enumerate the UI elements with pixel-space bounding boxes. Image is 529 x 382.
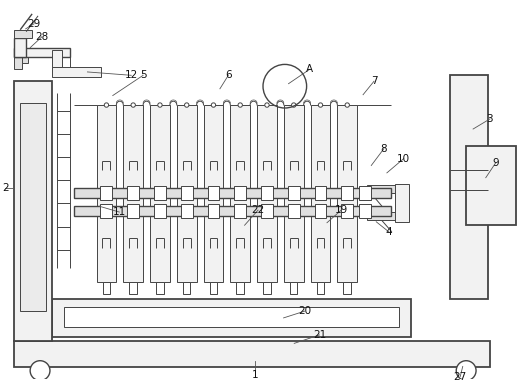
Bar <box>359 186 371 200</box>
Bar <box>207 204 220 218</box>
Bar <box>263 282 271 294</box>
Text: 22: 22 <box>251 205 264 215</box>
Text: 12: 12 <box>125 70 138 80</box>
Bar <box>311 105 331 282</box>
Bar <box>234 204 246 218</box>
Bar <box>257 105 277 282</box>
Bar <box>20 103 46 311</box>
Circle shape <box>131 103 135 107</box>
Bar <box>14 48 70 57</box>
Bar <box>103 282 110 294</box>
Text: 28: 28 <box>35 32 49 42</box>
Text: 5: 5 <box>140 70 147 80</box>
Bar <box>395 185 409 222</box>
Bar <box>183 282 190 294</box>
Circle shape <box>265 103 269 107</box>
Bar <box>230 105 250 282</box>
Bar <box>288 186 299 200</box>
Bar <box>150 105 170 282</box>
Circle shape <box>185 103 189 107</box>
Bar <box>123 105 143 282</box>
Bar <box>156 282 163 294</box>
Text: 11: 11 <box>113 207 126 217</box>
Circle shape <box>291 103 296 107</box>
Bar <box>101 186 112 200</box>
Bar <box>14 38 26 57</box>
Bar <box>317 282 324 294</box>
Bar <box>367 185 399 193</box>
Circle shape <box>345 103 350 107</box>
Bar <box>101 204 112 218</box>
Bar <box>359 204 371 218</box>
Bar <box>315 204 326 218</box>
Text: A: A <box>306 64 313 74</box>
Bar <box>74 188 391 198</box>
Bar <box>261 186 273 200</box>
Bar <box>127 204 139 218</box>
Bar <box>450 75 488 299</box>
Text: 7: 7 <box>371 76 377 86</box>
Bar <box>207 186 220 200</box>
Bar <box>338 105 357 282</box>
Text: 10: 10 <box>397 154 411 163</box>
Text: 6: 6 <box>225 70 232 80</box>
Text: 8: 8 <box>380 144 387 154</box>
Bar <box>177 105 197 282</box>
Circle shape <box>30 361 50 380</box>
Circle shape <box>211 103 216 107</box>
Bar <box>52 50 62 67</box>
Text: 19: 19 <box>335 205 348 215</box>
Bar <box>341 186 353 200</box>
Text: 21: 21 <box>313 330 326 340</box>
Bar <box>130 282 137 294</box>
Bar <box>64 307 399 327</box>
Bar <box>466 146 516 225</box>
Bar <box>14 81 52 341</box>
Bar <box>14 30 32 38</box>
Bar <box>127 186 139 200</box>
Text: 9: 9 <box>492 157 499 168</box>
Text: 3: 3 <box>487 114 493 124</box>
Text: 1: 1 <box>252 369 258 380</box>
Bar <box>52 299 411 337</box>
Bar <box>22 55 28 63</box>
Bar <box>367 212 399 220</box>
Circle shape <box>238 103 242 107</box>
Bar <box>343 282 351 294</box>
Circle shape <box>456 361 476 380</box>
Bar <box>290 282 297 294</box>
Bar <box>236 282 244 294</box>
Bar <box>204 105 223 282</box>
Bar <box>74 206 391 216</box>
Bar <box>14 341 490 367</box>
Bar <box>288 204 299 218</box>
Bar <box>234 186 246 200</box>
Bar <box>315 186 326 200</box>
Bar <box>14 55 22 70</box>
Text: 2: 2 <box>2 183 8 193</box>
Circle shape <box>104 103 108 107</box>
Bar <box>181 204 193 218</box>
Bar <box>181 186 193 200</box>
Circle shape <box>318 103 323 107</box>
Bar <box>154 186 166 200</box>
Bar <box>154 204 166 218</box>
Text: 20: 20 <box>298 306 311 316</box>
Bar <box>261 204 273 218</box>
Bar <box>284 105 304 282</box>
Text: 27: 27 <box>453 372 467 382</box>
Bar <box>341 204 353 218</box>
Bar <box>209 282 217 294</box>
Bar <box>96 105 116 282</box>
Bar <box>52 67 102 77</box>
Circle shape <box>158 103 162 107</box>
Text: 4: 4 <box>386 227 392 237</box>
Text: 29: 29 <box>28 19 41 29</box>
